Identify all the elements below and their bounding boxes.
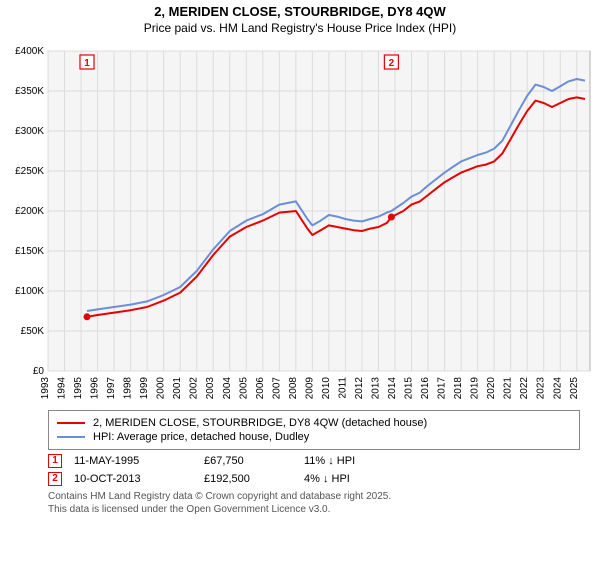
svg-text:2015: 2015 (404, 377, 415, 400)
svg-text:2007: 2007 (271, 377, 282, 400)
svg-text:1995: 1995 (73, 377, 84, 400)
svg-text:2013: 2013 (370, 377, 381, 400)
svg-text:2006: 2006 (255, 377, 266, 400)
svg-text:1998: 1998 (123, 377, 134, 400)
svg-text:2012: 2012 (354, 377, 365, 400)
chart-area: £0 £50K £100K £150K £200K £250K £300K £350K £400… (0, 41, 600, 406)
legend-swatch-price-paid (57, 422, 85, 424)
marker-badge-2: 2 (48, 472, 62, 486)
transaction-price: £192,500 (204, 473, 304, 485)
svg-text:2005: 2005 (238, 377, 249, 400)
svg-text:1994: 1994 (57, 377, 68, 400)
svg-text:2003: 2003 (205, 377, 216, 400)
svg-text:2017: 2017 (437, 377, 448, 400)
svg-text:2019: 2019 (470, 377, 481, 400)
svg-text:2025: 2025 (569, 377, 580, 400)
svg-text:£400K: £400K (15, 46, 44, 57)
svg-text:2023: 2023 (536, 377, 547, 400)
svg-text:1996: 1996 (90, 377, 101, 400)
svg-text:2016: 2016 (420, 377, 431, 400)
svg-text:1999: 1999 (139, 377, 150, 400)
transaction-table: 1 11-MAY-1995 £67,750 11% ↓ HPI 2 10-OCT… (48, 454, 580, 486)
chart-subtitle: Price paid vs. HM Land Registry's House … (0, 21, 600, 35)
footer-line-1: Contains HM Land Registry data © Crown c… (48, 490, 580, 503)
transaction-price: £67,750 (204, 455, 304, 467)
legend-swatch-hpi (57, 436, 85, 438)
svg-text:1993: 1993 (40, 377, 51, 400)
footer-attribution: Contains HM Land Registry data © Crown c… (48, 490, 580, 516)
transaction-delta: 11% ↓ HPI (304, 455, 424, 467)
svg-text:2018: 2018 (453, 377, 464, 400)
svg-text:2021: 2021 (503, 377, 514, 400)
svg-text:2024: 2024 (552, 377, 563, 400)
svg-text:£0: £0 (33, 366, 45, 377)
svg-text:2008: 2008 (288, 377, 299, 400)
chart-title: 2, MERIDEN CLOSE, STOURBRIDGE, DY8 4QW (0, 4, 600, 19)
svg-text:2: 2 (389, 58, 395, 69)
svg-text:£250K: £250K (15, 166, 44, 177)
transaction-delta: 4% ↓ HPI (304, 473, 424, 485)
legend-label-hpi: HPI: Average price, detached house, Dudl… (93, 431, 309, 443)
transaction-date: 11-MAY-1995 (74, 455, 204, 467)
svg-text:£200K: £200K (15, 206, 44, 217)
transaction-date: 10-OCT-2013 (74, 473, 204, 485)
svg-text:2010: 2010 (321, 377, 332, 400)
svg-text:2002: 2002 (189, 377, 200, 400)
marker-badge-1: 1 (48, 454, 62, 468)
svg-text:£150K: £150K (15, 246, 44, 257)
line-chart: £0 £50K £100K £150K £200K £250K £300K £350K £400… (0, 41, 600, 401)
transaction-row: 2 10-OCT-2013 £192,500 4% ↓ HPI (48, 472, 580, 486)
svg-text:1997: 1997 (106, 377, 117, 400)
figure-container: 2, MERIDEN CLOSE, STOURBRIDGE, DY8 4QW P… (0, 4, 600, 564)
svg-text:1: 1 (84, 58, 90, 69)
svg-text:2022: 2022 (519, 377, 530, 400)
legend-row-price-paid: 2, MERIDEN CLOSE, STOURBRIDGE, DY8 4QW (… (57, 417, 571, 429)
legend: 2, MERIDEN CLOSE, STOURBRIDGE, DY8 4QW (… (48, 410, 580, 450)
svg-text:2000: 2000 (156, 377, 167, 400)
legend-row-hpi: HPI: Average price, detached house, Dudl… (57, 431, 571, 443)
svg-text:2004: 2004 (222, 377, 233, 400)
svg-text:£350K: £350K (15, 86, 44, 97)
svg-text:2014: 2014 (387, 377, 398, 400)
svg-text:2011: 2011 (337, 377, 348, 399)
svg-text:2020: 2020 (486, 377, 497, 400)
svg-text:£50K: £50K (21, 326, 45, 337)
transaction-row: 1 11-MAY-1995 £67,750 11% ↓ HPI (48, 454, 580, 468)
footer-line-2: This data is licensed under the Open Gov… (48, 503, 580, 516)
svg-text:£100K: £100K (15, 286, 44, 297)
legend-label-price-paid: 2, MERIDEN CLOSE, STOURBRIDGE, DY8 4QW (… (93, 417, 427, 429)
svg-text:2009: 2009 (304, 377, 315, 400)
svg-text:£300K: £300K (15, 126, 44, 137)
svg-text:2001: 2001 (172, 377, 183, 400)
